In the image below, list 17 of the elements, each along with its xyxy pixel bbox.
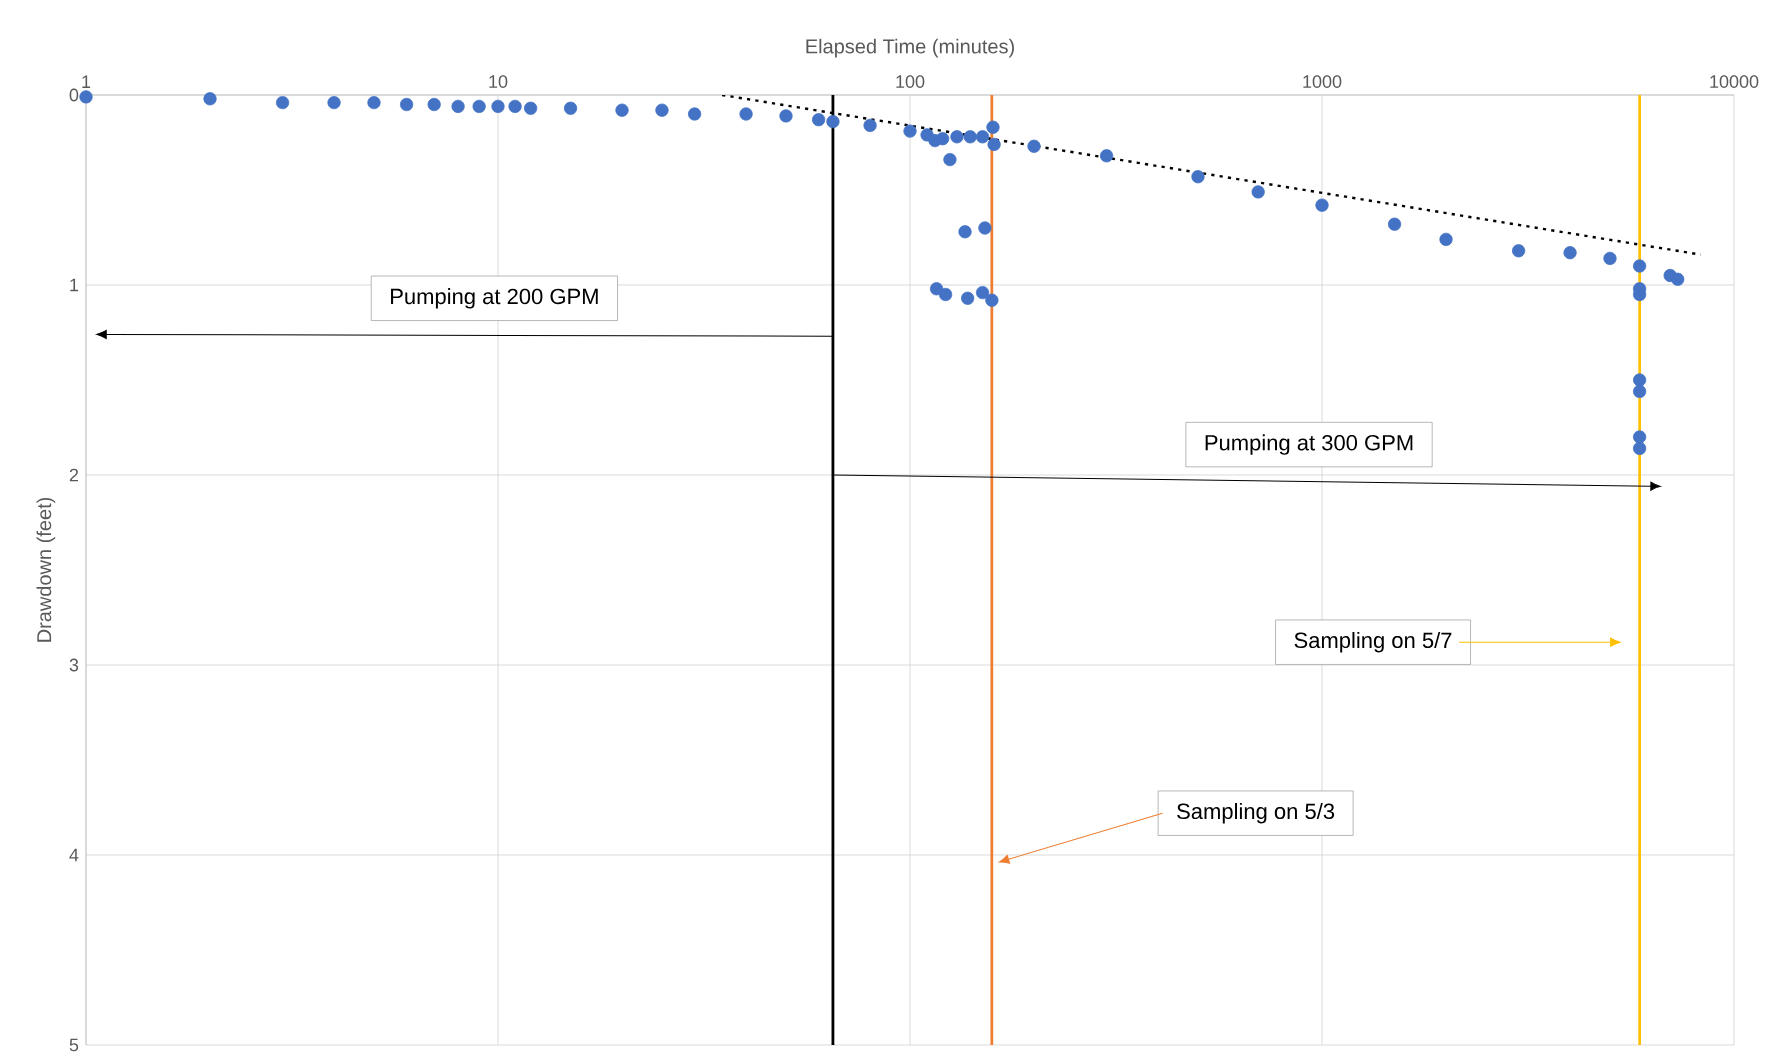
x-tick-label: 10 — [489, 75, 508, 88]
y-tick-label: 0 — [69, 88, 79, 102]
x-tick-label: 1 — [82, 75, 91, 88]
x-tick-label: 100 — [896, 75, 925, 88]
x-tick-label: 10000 — [1710, 75, 1759, 88]
y-tick-label: 2 — [69, 468, 79, 482]
y-tick-label: 5 — [69, 1038, 79, 1052]
annotation: Sampling on 5/3 — [1177, 802, 1335, 824]
y-tick-label: 3 — [69, 658, 79, 672]
y-axis-title: Drawdown (feet) — [36, 497, 56, 642]
annotation: Sampling on 5/7 — [1294, 631, 1452, 653]
x-axis-title: Elapsed Time (minutes) — [806, 38, 1014, 58]
x-tick-label: 1000 — [1303, 75, 1342, 88]
y-tick-label: 1 — [70, 278, 79, 292]
annotation: Pumping at 300 GPM — [1205, 434, 1413, 455]
annotation: Pumping at 200 GPM — [391, 288, 598, 309]
y-tick-label: 4 — [69, 848, 79, 862]
